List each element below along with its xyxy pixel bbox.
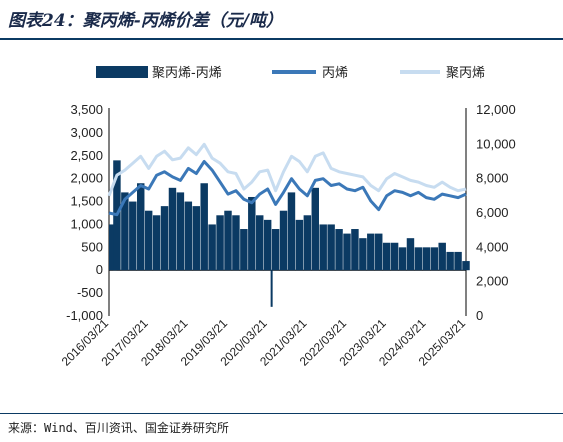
y-left-tick-label: 500 <box>81 239 103 254</box>
spread-bar <box>287 192 296 271</box>
y-left-tick-label: -500 <box>77 285 103 300</box>
spread-bar <box>295 219 304 271</box>
spread-bar <box>263 219 272 271</box>
spread-bar <box>279 210 288 271</box>
y-right-tick-label: 0 <box>476 308 483 323</box>
chart-title: 图表24：聚丙烯-丙烯价差（元/吨） <box>8 11 283 31</box>
legend-label: 聚丙烯-丙烯 <box>152 66 222 81</box>
spread-bar <box>406 238 415 271</box>
spread-bar <box>438 242 446 271</box>
source-rule <box>0 413 563 414</box>
legend-label: 聚丙烯 <box>446 66 485 81</box>
spread-bar <box>351 229 359 271</box>
y-left-tick-label: 3,000 <box>70 125 103 140</box>
spread-bar <box>311 187 319 271</box>
spread-bar <box>367 233 375 271</box>
spread-bar <box>137 183 145 271</box>
spread-bar <box>240 229 248 271</box>
spread-bar <box>200 183 208 271</box>
spread-bar <box>232 215 240 271</box>
spread-bar <box>382 242 391 271</box>
y-right-tick-label: 6,000 <box>476 205 509 220</box>
y-right-tick-label: 10,000 <box>476 136 516 151</box>
y-right-tick-label: 2,000 <box>476 274 509 289</box>
spread-bar <box>216 215 224 271</box>
title-rule <box>0 38 563 40</box>
spread-bar <box>343 233 351 271</box>
y-left-tick-label: 1,000 <box>70 216 103 231</box>
legend-swatch-spread <box>96 66 148 78</box>
spread-bar <box>327 224 335 271</box>
legend: 聚丙烯-丙烯 丙烯 聚丙烯 <box>96 66 485 81</box>
plot-area <box>107 142 470 307</box>
y-left-tick-label: -1,000 <box>66 308 103 323</box>
series-pp-line <box>107 142 467 197</box>
spread-bar <box>129 201 137 271</box>
spread-bar <box>446 251 454 271</box>
spread-bar <box>109 224 117 271</box>
spread-bar <box>303 215 312 271</box>
spread-bar <box>422 247 431 271</box>
y-right-tick-label: 12,000 <box>476 102 516 117</box>
spread-bar <box>414 247 423 271</box>
y-left-tick-label: 3,500 <box>70 102 103 117</box>
y-left-tick-label: 1,500 <box>70 194 103 209</box>
spread-bar <box>160 206 169 271</box>
spread-bar <box>375 233 383 271</box>
y-left-tick-label: 0 <box>96 262 103 277</box>
y-left-tick-label: 2,500 <box>70 148 103 163</box>
y-right-tick-label: 8,000 <box>476 171 509 186</box>
spread-bar <box>208 224 216 271</box>
spread-bar <box>144 210 153 271</box>
spread-bar <box>430 247 438 271</box>
spread-bar <box>270 270 273 307</box>
spread-bar <box>192 206 200 271</box>
source-note: 来源：Wind、百川资讯、国金证券研究所 <box>8 421 229 435</box>
spread-bar <box>462 261 470 271</box>
spread-bar <box>256 215 264 271</box>
spread-bar <box>319 224 327 271</box>
spread-bar <box>184 201 193 271</box>
spread-bar <box>224 210 232 271</box>
spread-bar <box>454 251 462 271</box>
spread-bar <box>359 238 367 271</box>
spread-bar <box>248 196 256 271</box>
spread-bar <box>176 192 185 271</box>
legend-label: 丙烯 <box>322 66 348 81</box>
chart: 聚丙烯-丙烯 丙烯 聚丙烯 3,500 3,000 2,500 2,000 1,500 1,0… <box>59 66 516 369</box>
spread-bar <box>152 215 161 271</box>
spread-bar <box>271 229 280 271</box>
spread-bar <box>335 229 343 271</box>
series-propylene-line <box>108 160 467 217</box>
spread-bar <box>121 192 129 271</box>
spread-bar <box>168 187 177 271</box>
y-right-tick-label: 4,000 <box>476 239 509 254</box>
spread-bar <box>398 247 407 271</box>
y-left-tick-label: 2,000 <box>70 171 103 186</box>
spread-bar <box>390 242 399 271</box>
